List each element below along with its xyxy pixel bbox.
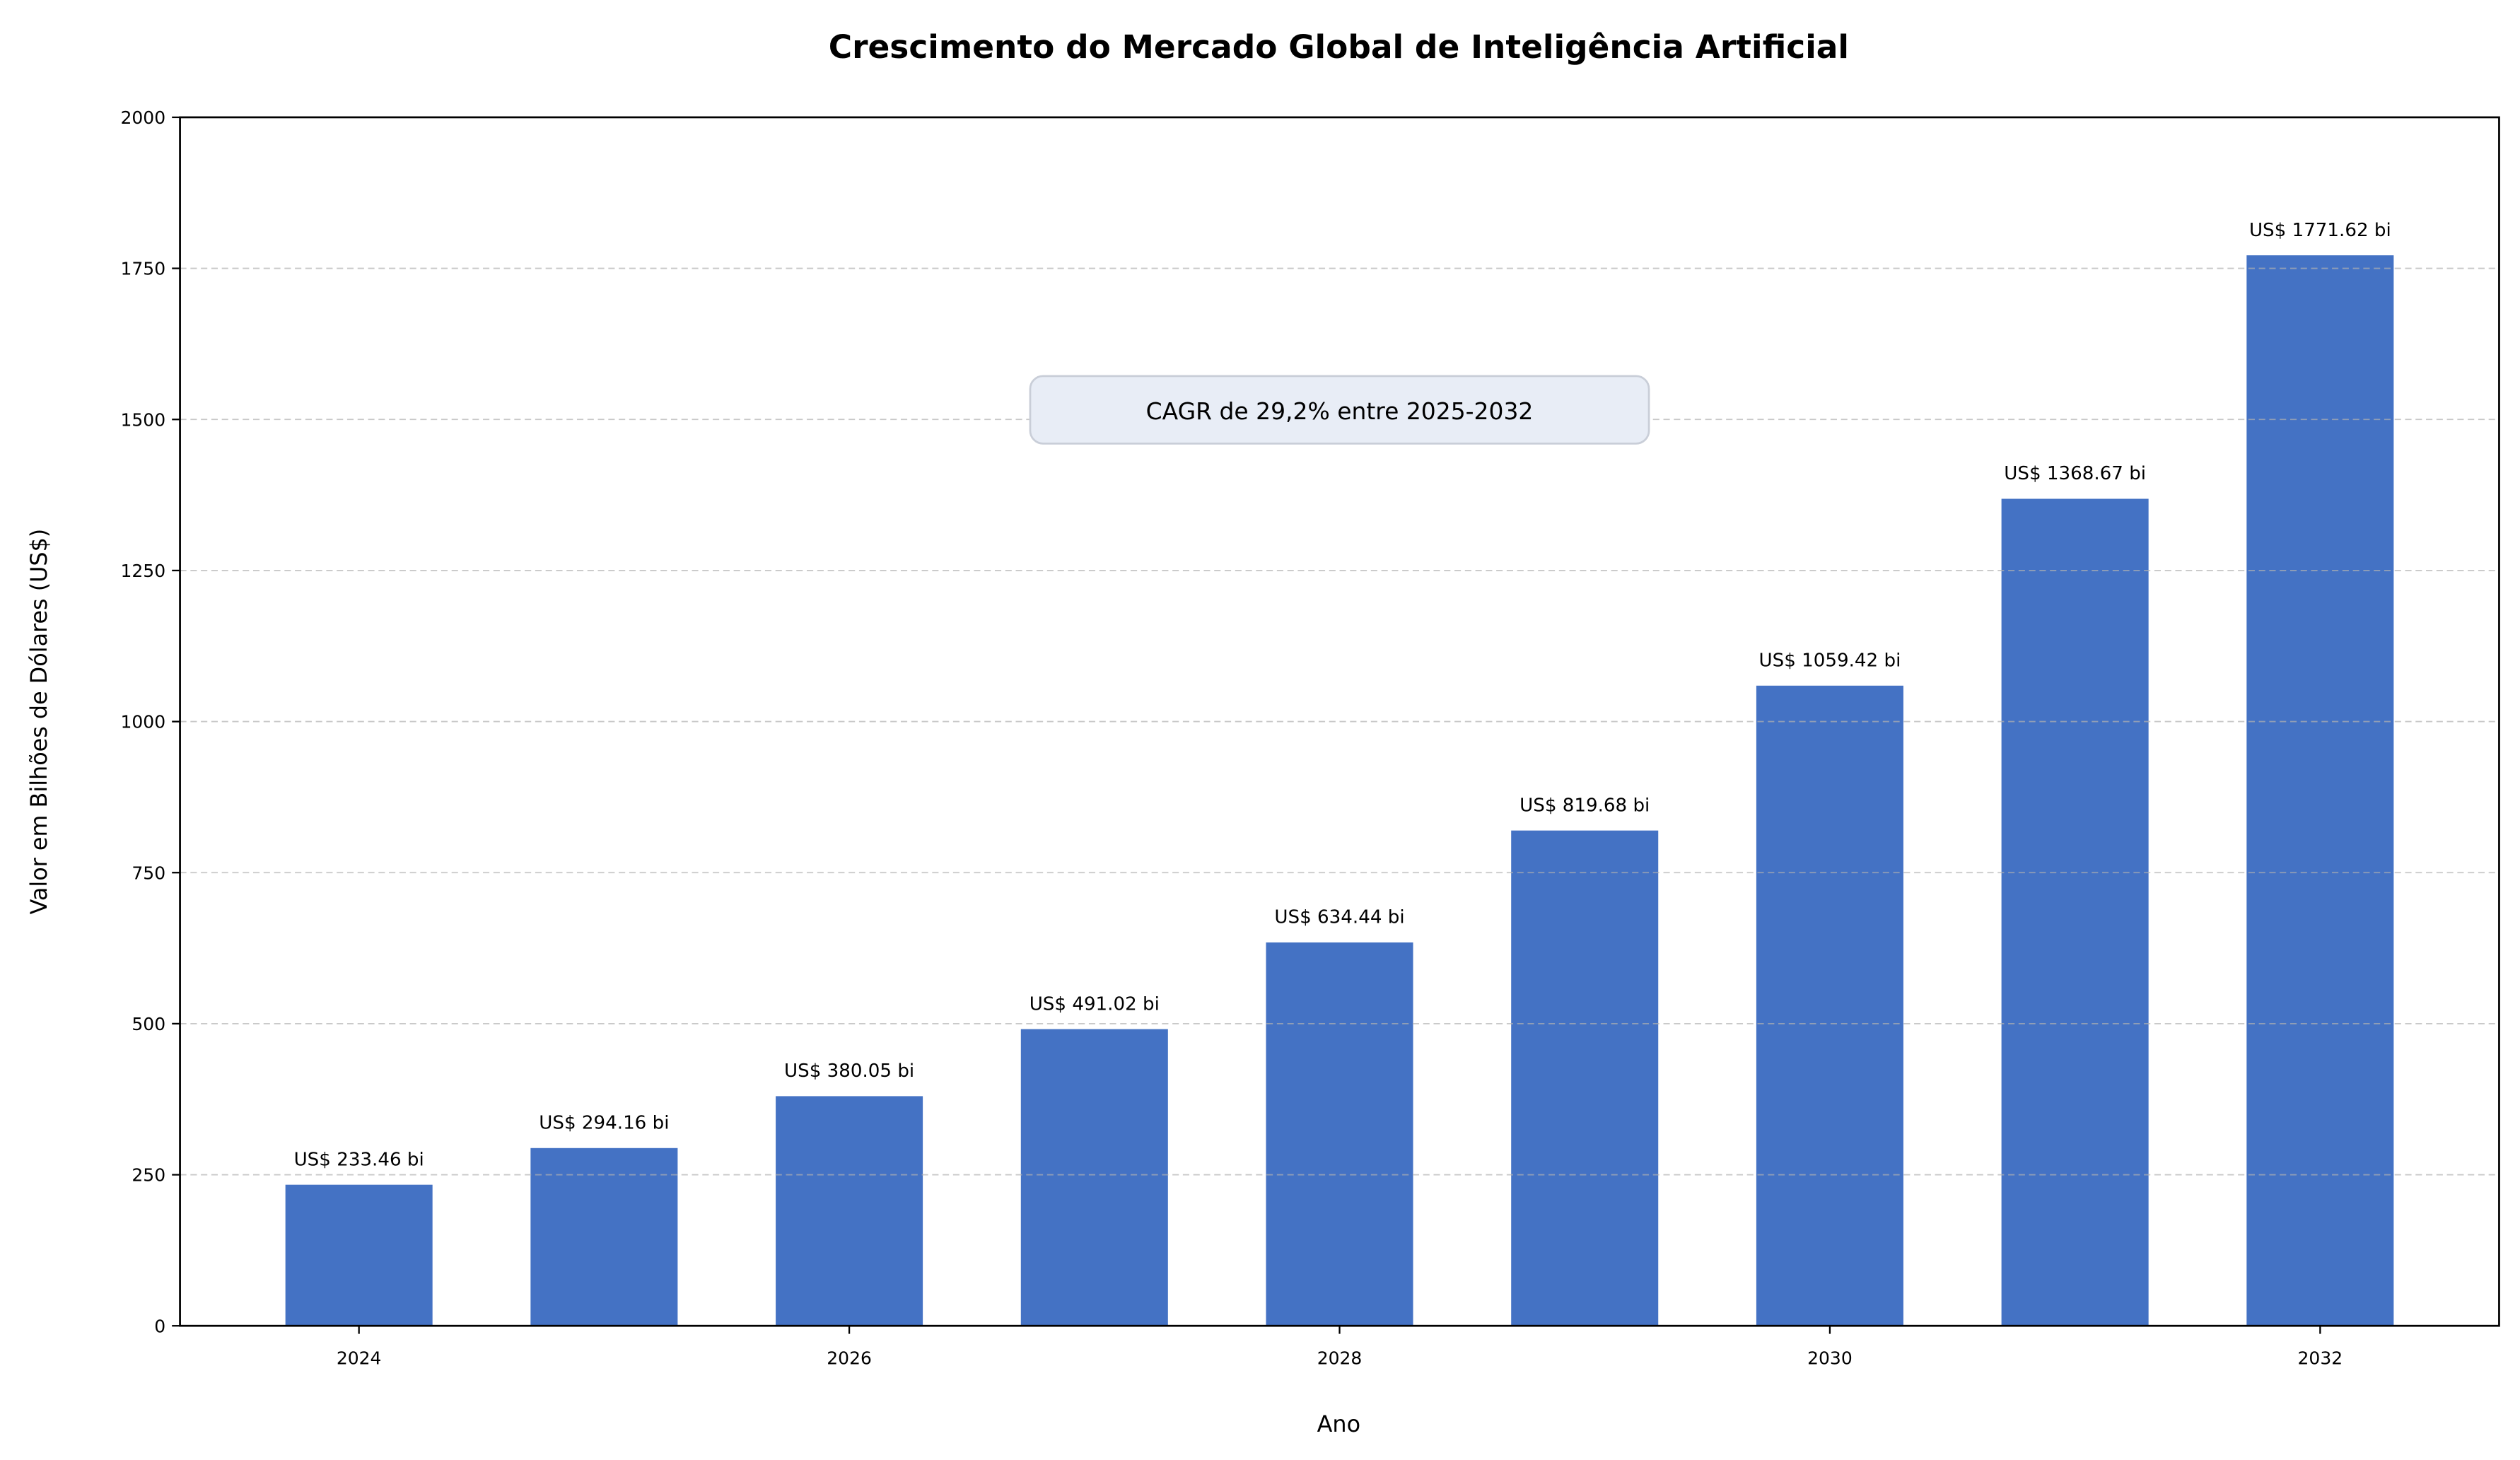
bar-2028 (1266, 942, 1413, 1326)
bar-2026 (776, 1096, 923, 1326)
data-label-2032: US$ 1771.62 bi (2249, 220, 2391, 241)
bar-2030 (1756, 685, 1903, 1326)
x-axis-label: Ano (1317, 1411, 1360, 1437)
y-tick-label-250: 250 (132, 1165, 165, 1186)
x-tick-label-2024: 2024 (337, 1348, 382, 1369)
y-tick-label-750: 750 (132, 863, 165, 883)
y-axis-ticks: 0 250 500 750 1000 1250 1500 1750 2000 (120, 107, 180, 1336)
y-tick-label-1500: 1500 (120, 409, 165, 430)
bars (285, 255, 2394, 1326)
y-tick-label-2000: 2000 (120, 107, 165, 128)
data-label-2024: US$ 233.46 bi (294, 1149, 424, 1170)
bar-2024 (285, 1184, 433, 1326)
y-tick-label-0: 0 (154, 1316, 165, 1336)
data-label-2028: US$ 634.44 bi (1274, 907, 1404, 928)
data-label-2027: US$ 491.02 bi (1029, 993, 1160, 1015)
bar-2031 (2001, 498, 2149, 1326)
chart-title: Crescimento do Mercado Global de Intelig… (829, 28, 1849, 66)
bar-2029 (1511, 830, 1659, 1326)
y-tick-label-1000: 1000 (120, 712, 165, 732)
data-label-2030: US$ 1059.42 bi (1759, 650, 1901, 672)
y-tick-label-500: 500 (132, 1014, 165, 1034)
x-tick-label-2030: 2030 (1807, 1348, 1853, 1369)
y-tick-label-1250: 1250 (120, 561, 165, 581)
data-labels: US$ 233.46 bi US$ 294.16 bi US$ 380.05 bi U… (294, 220, 2391, 1171)
bar-2025 (530, 1147, 678, 1326)
bar-2032 (2246, 255, 2394, 1326)
data-label-2031: US$ 1368.67 bi (2004, 463, 2146, 484)
cagr-annotation: CAGR de 29,2% entre 2025-2032 (1029, 375, 1650, 445)
data-label-2026: US$ 380.05 bi (784, 1061, 914, 1082)
plot-frame (179, 116, 2500, 1327)
x-tick-label-2026: 2026 (827, 1348, 872, 1369)
data-label-2025: US$ 294.16 bi (539, 1113, 669, 1134)
data-label-2029: US$ 819.68 bi (1519, 795, 1650, 816)
annotation-text: CAGR de 29,2% entre 2025-2032 (1146, 397, 1534, 425)
x-tick-label-2028: 2028 (1317, 1348, 1363, 1369)
x-axis-ticks: 2024 2026 2028 2030 2032 (337, 1326, 2343, 1369)
bar-2027 (1020, 1029, 1168, 1326)
y-tick-label-1750: 1750 (120, 259, 165, 279)
x-tick-label-2032: 2032 (2298, 1348, 2343, 1369)
y-axis-label: Valor em Bilhões de Dólares (US$) (25, 529, 52, 915)
